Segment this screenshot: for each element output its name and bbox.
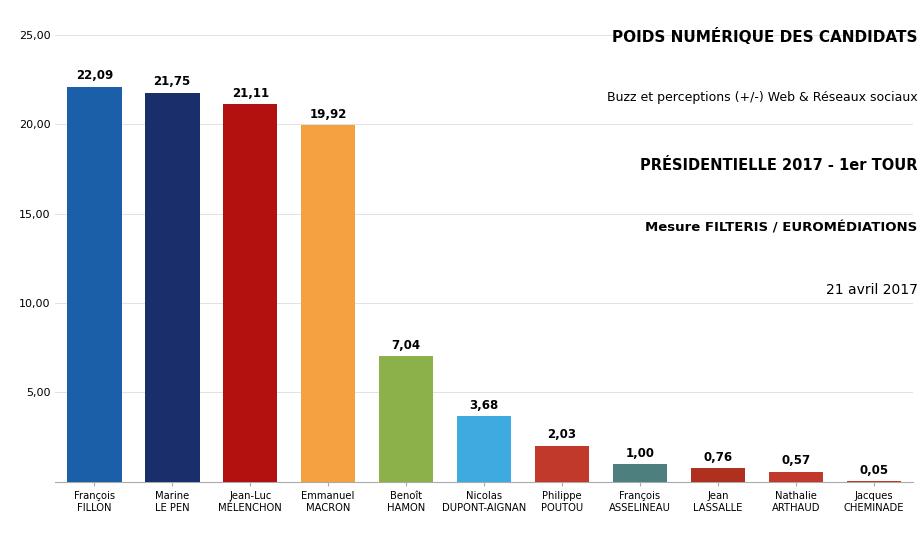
Text: 1,00: 1,00: [625, 447, 655, 460]
Bar: [535, 445, 589, 482]
Text: 0,05: 0,05: [859, 464, 889, 476]
Text: 21 avril 2017: 21 avril 2017: [825, 283, 917, 296]
Text: 22,09: 22,09: [76, 69, 112, 82]
Bar: [145, 93, 199, 482]
Text: Buzz et perceptions (+/-) Web & Réseaux sociaux: Buzz et perceptions (+/-) Web & Réseaux …: [607, 91, 917, 104]
Bar: [456, 416, 512, 482]
Text: Mesure FILTERIS / EUROMÉDIATIONS: Mesure FILTERIS / EUROMÉDIATIONS: [645, 222, 917, 234]
Bar: [769, 472, 823, 482]
Text: POIDS NUMÉRIQUE DES CANDIDATS: POIDS NUMÉRIQUE DES CANDIDATS: [612, 28, 917, 45]
Text: 0,76: 0,76: [703, 451, 732, 464]
Bar: [612, 464, 668, 482]
Text: 19,92: 19,92: [310, 108, 347, 121]
Bar: [67, 86, 122, 482]
Bar: [846, 481, 901, 482]
Text: 7,04: 7,04: [392, 338, 420, 351]
Bar: [301, 125, 355, 482]
Text: 3,68: 3,68: [469, 399, 499, 412]
Text: 2,03: 2,03: [548, 428, 576, 441]
Bar: [223, 104, 278, 482]
Bar: [691, 468, 745, 482]
Text: 0,57: 0,57: [781, 454, 810, 468]
Text: PRÉSIDENTIELLE 2017 - 1er TOUR: PRÉSIDENTIELLE 2017 - 1er TOUR: [640, 158, 917, 173]
Bar: [379, 356, 433, 482]
Text: 21,75: 21,75: [154, 75, 191, 88]
Text: 21,11: 21,11: [231, 86, 268, 100]
